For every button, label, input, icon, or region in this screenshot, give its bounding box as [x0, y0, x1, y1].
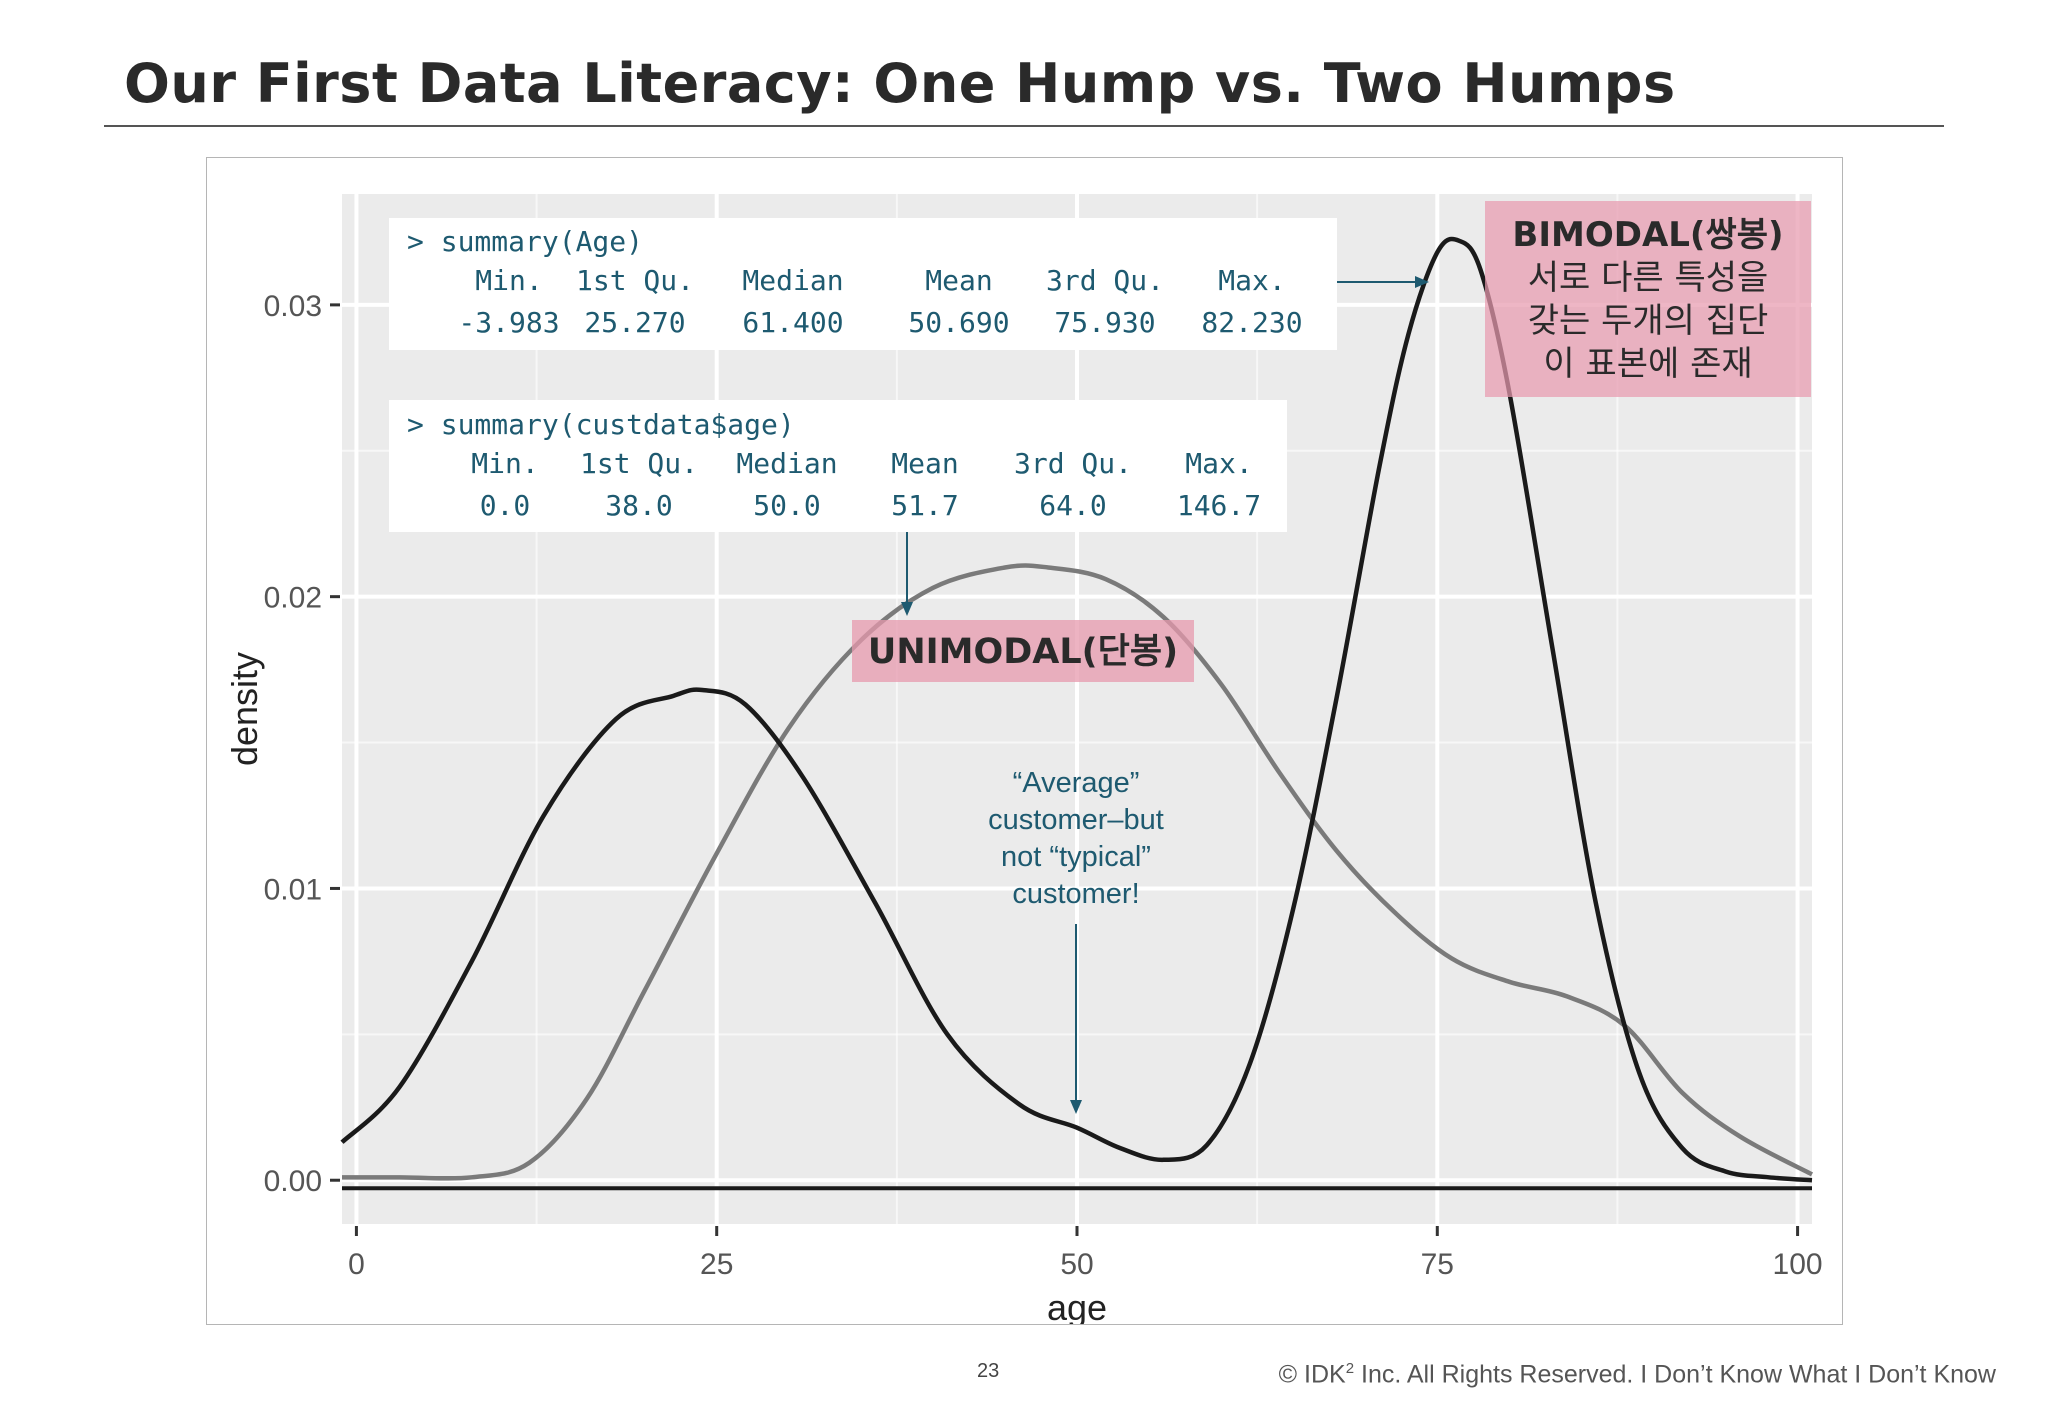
summary-custdata-value-cell: 38.0 [605, 489, 672, 522]
summary-age-header-cell: Min. [475, 264, 542, 297]
summary-age-header-cell: 1st Qu. [576, 264, 694, 297]
x-tick-label: 0 [348, 1248, 365, 1281]
x-tick-label: 50 [1060, 1248, 1093, 1281]
summary-custdata-command: > summary(custdata$age) [407, 408, 795, 441]
summary-age-box: > summary(Age) Min. 1st Qu. Median Mean 3rd … [389, 218, 1337, 350]
x-axis-label: age [1047, 1287, 1107, 1324]
footer-copyright: © IDK2 Inc. All Rights Reserved. I Don’t… [1279, 1360, 1996, 1389]
unimodal-label: UNIMODAL(단봉) [868, 632, 1178, 672]
average-note-line: not “typical” [1001, 841, 1151, 873]
summary-age-header-cell: Median [742, 264, 843, 297]
summary-age-value-cell: 61.400 [742, 306, 843, 339]
page-number: 23 [977, 1360, 1000, 1382]
bimodal-description-line: 이 표본에 존재 [1543, 344, 1752, 384]
annotation-arrows [901, 276, 1429, 1114]
arrow-head-unimodal [901, 602, 913, 616]
x-tick-label: 75 [1421, 1248, 1454, 1281]
footer-copyright-prefix: © IDK [1278, 1360, 1346, 1389]
density-chart: 0 25 50 75 100 0.00 0.01 0.02 0.03 age density > s… [224, 194, 1823, 1324]
arrow-head-bimodal [1415, 276, 1429, 288]
density-figure: 0 25 50 75 100 0.00 0.01 0.02 0.03 age density > s… [206, 157, 1843, 1325]
bimodal-description-line: 갖는 두개의 집단 [1528, 301, 1769, 341]
bimodal-description-line: 서로 다른 특성을 [1528, 258, 1769, 298]
summary-age-header-cell: Max. [1218, 264, 1285, 297]
summary-custdata-box: > summary(custdata$age) Min. 1st Qu. Media… [389, 400, 1287, 532]
bimodal-density-line [340, 236, 1813, 1183]
summary-age-headers: Min. 1st Qu. Median Mean 3rd Qu. Max. [475, 264, 1285, 297]
summary-age-value-cell: 75.930 [1054, 306, 1155, 339]
x-tick-label: 25 [700, 1248, 733, 1281]
summary-age-command: > summary(Age) [407, 225, 643, 258]
summary-custdata-value-cell: 146.7 [1177, 489, 1261, 522]
y-axis-label: density [224, 652, 265, 766]
summary-age-header-cell: Mean [925, 264, 992, 297]
footer-company: Inc. All Rights Reserved. I Don’t Know W… [1354, 1360, 1996, 1389]
summary-custdata-header-cell: 1st Qu. [580, 447, 698, 480]
arrow-head-valley [1070, 1100, 1082, 1114]
average-customer-note: “Average” customer–but not “typical” custom… [988, 767, 1164, 910]
summary-age-value-cell: 25.270 [584, 306, 685, 339]
summary-custdata-values: 0.0 38.0 50.0 51.7 64.0 146.7 [480, 489, 1261, 522]
summary-custdata-value-cell: 50.0 [753, 489, 820, 522]
average-note-line: customer! [1012, 878, 1139, 910]
unimodal-label-box: UNIMODAL(단봉) [852, 620, 1194, 682]
average-note-line: customer–but [988, 804, 1164, 836]
summary-custdata-value-cell: 64.0 [1039, 489, 1106, 522]
density-series [340, 236, 1814, 1191]
y-tick-label: 0.02 [264, 582, 322, 615]
summary-age-value-cell: 82.230 [1201, 306, 1302, 339]
x-tick-label: 100 [1773, 1248, 1823, 1281]
axes: 0 25 50 75 100 0.00 0.01 0.02 0.03 age density [224, 290, 1823, 1324]
summary-custdata-header-cell: 3rd Qu. [1014, 447, 1132, 480]
average-note-line: “Average” [1013, 767, 1140, 799]
title-divider [104, 125, 1944, 127]
slide-title: Our First Data Literacy: One Hump vs. Tw… [124, 52, 1676, 115]
unimodal-density-line [342, 563, 1814, 1181]
summary-custdata-header-cell: Mean [891, 447, 958, 480]
summary-age-header-cell: 3rd Qu. [1046, 264, 1164, 297]
footer-superscript: 2 [1345, 1360, 1355, 1377]
y-tick-label: 0.01 [264, 873, 322, 906]
summary-custdata-value-cell: 51.7 [891, 489, 958, 522]
summary-age-value-cell: -3.983 [458, 306, 559, 339]
summary-custdata-value-cell: 0.0 [480, 489, 531, 522]
summary-custdata-headers: Min. 1st Qu. Median Mean 3rd Qu. Max. [471, 447, 1252, 480]
y-tick-label: 0.00 [264, 1165, 322, 1198]
y-tick-label: 0.03 [264, 290, 322, 323]
summary-custdata-header-cell: Min. [471, 447, 538, 480]
bimodal-label: BIMODAL(쌍봉) [1512, 215, 1783, 255]
summary-custdata-header-cell: Median [736, 447, 837, 480]
summary-custdata-header-cell: Max. [1185, 447, 1252, 480]
summary-age-values: -3.983 25.270 61.400 50.690 75.930 82.230 [458, 306, 1302, 339]
summary-age-value-cell: 50.690 [908, 306, 1009, 339]
